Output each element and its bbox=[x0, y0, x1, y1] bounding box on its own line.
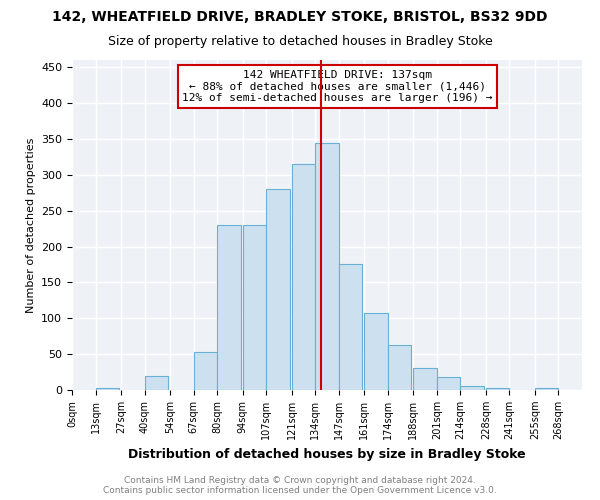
X-axis label: Distribution of detached houses by size in Bradley Stoke: Distribution of detached houses by size … bbox=[128, 448, 526, 460]
Bar bbox=[486, 388, 509, 390]
Bar bbox=[535, 388, 559, 390]
Bar bbox=[315, 142, 339, 390]
Bar bbox=[437, 377, 460, 390]
Bar bbox=[242, 225, 266, 390]
Bar bbox=[217, 225, 241, 390]
Bar bbox=[145, 376, 168, 390]
Text: Size of property relative to detached houses in Bradley Stoke: Size of property relative to detached ho… bbox=[107, 35, 493, 48]
Bar bbox=[460, 386, 484, 390]
Text: Contains HM Land Registry data © Crown copyright and database right 2024.
Contai: Contains HM Land Registry data © Crown c… bbox=[103, 476, 497, 495]
Bar bbox=[194, 352, 217, 390]
Bar bbox=[388, 345, 412, 390]
Bar bbox=[95, 388, 119, 390]
Bar bbox=[339, 264, 362, 390]
Bar bbox=[364, 313, 388, 390]
Bar bbox=[292, 164, 315, 390]
Bar bbox=[413, 368, 437, 390]
Bar bbox=[266, 189, 290, 390]
Y-axis label: Number of detached properties: Number of detached properties bbox=[26, 138, 35, 312]
Text: 142, WHEATFIELD DRIVE, BRADLEY STOKE, BRISTOL, BS32 9DD: 142, WHEATFIELD DRIVE, BRADLEY STOKE, BR… bbox=[52, 10, 548, 24]
Text: 142 WHEATFIELD DRIVE: 137sqm
← 88% of detached houses are smaller (1,446)
12% of: 142 WHEATFIELD DRIVE: 137sqm ← 88% of de… bbox=[182, 70, 493, 103]
